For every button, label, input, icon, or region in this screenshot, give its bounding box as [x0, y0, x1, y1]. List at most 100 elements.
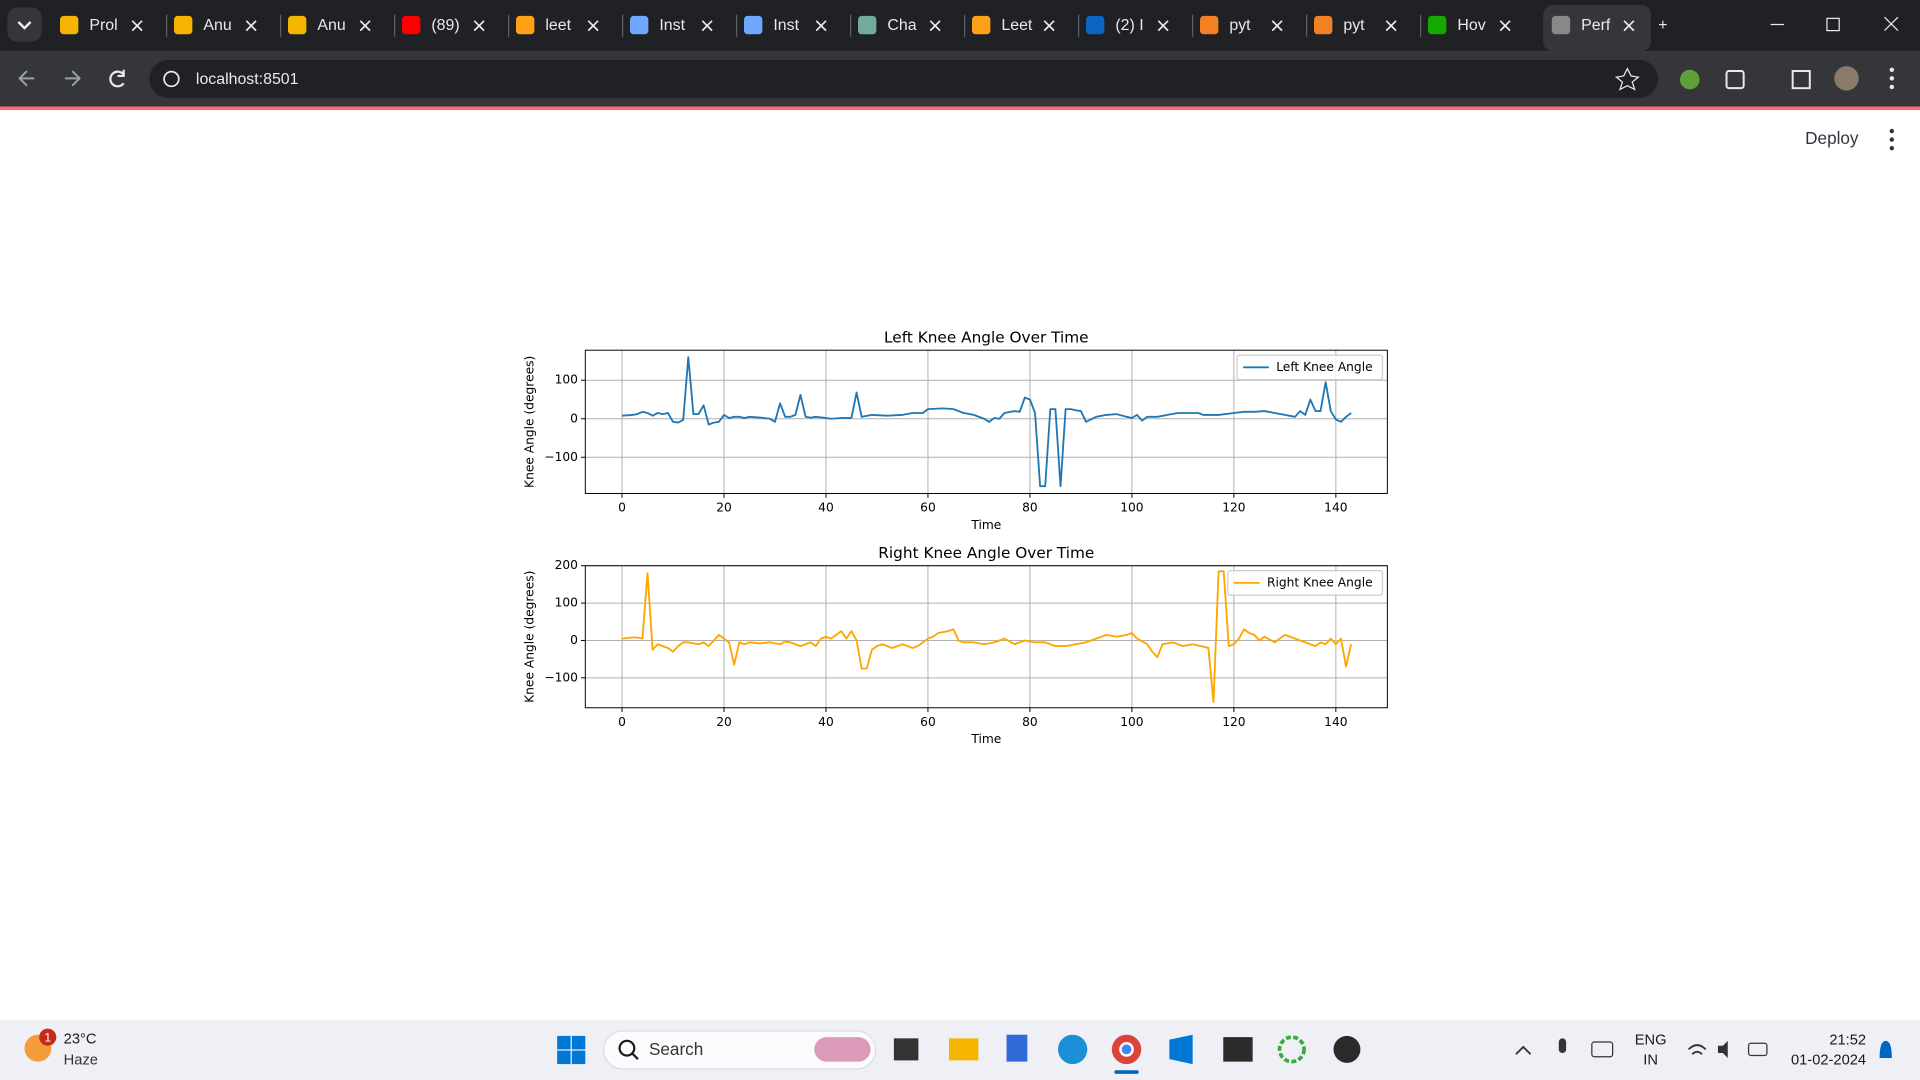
- tab-close[interactable]: [1499, 20, 1511, 32]
- x-tick-label: 80: [1022, 501, 1038, 515]
- close-window[interactable]: [1884, 16, 1899, 32]
- edge[interactable]: [1057, 1034, 1088, 1065]
- tab-title[interactable]: Inst: [773, 17, 799, 34]
- active-tab[interactable]: [1543, 4, 1651, 52]
- tab-favicon: [1314, 15, 1333, 35]
- app-icon[interactable]: [1277, 1035, 1306, 1064]
- x-axis-label: Time: [970, 518, 1001, 532]
- tab-close[interactable]: [245, 20, 257, 32]
- search-box[interactable]: [603, 1030, 877, 1070]
- chart: Left Knee Angle Over Time 0 20 40 60 80 100 120…: [523, 328, 1388, 532]
- chart-title: Left Knee Angle Over Time: [884, 328, 1089, 346]
- tab-title[interactable]: Inst: [659, 17, 685, 34]
- start-button[interactable]: [557, 1035, 586, 1065]
- obs[interactable]: [1333, 1035, 1361, 1063]
- legend: Left Knee Angle: [1236, 354, 1384, 381]
- x-tick-label: 20: [716, 715, 732, 729]
- file-explorer[interactable]: [948, 1038, 979, 1061]
- tab-title[interactable]: Anu: [203, 17, 231, 34]
- app-menu[interactable]: [1889, 128, 1895, 151]
- battery[interactable]: [1747, 1042, 1768, 1057]
- notepad[interactable]: [1006, 1034, 1028, 1062]
- tab-close[interactable]: [131, 20, 143, 32]
- new-tab[interactable]: +: [1658, 17, 1667, 34]
- y-tick-label: 0: [570, 411, 578, 425]
- tab-title[interactable]: Anu: [317, 17, 345, 34]
- tab-title[interactable]: (89): [431, 17, 459, 34]
- x-tick-label: 100: [1120, 715, 1143, 729]
- search-placeholder: Search: [649, 1039, 703, 1059]
- tab-close[interactable]: [587, 20, 599, 32]
- x-tick-label: 20: [716, 501, 732, 515]
- back-button[interactable]: [18, 70, 35, 87]
- tab-favicon: [630, 15, 649, 35]
- tab-title[interactable]: pyt: [1343, 17, 1365, 34]
- extension-icon[interactable]: [1680, 69, 1700, 90]
- y-tick-label: 200: [555, 558, 578, 572]
- tab-close[interactable]: [701, 20, 713, 32]
- microphone[interactable]: [1558, 1038, 1567, 1054]
- x-tick-label: 40: [818, 715, 834, 729]
- vscode[interactable]: [1169, 1034, 1193, 1065]
- clock-date: 01-02-2024: [1791, 1052, 1866, 1068]
- deploy-button[interactable]: Deploy: [1805, 128, 1859, 148]
- tab-close[interactable]: [929, 20, 941, 32]
- keyboard[interactable]: [1591, 1041, 1614, 1058]
- tab-title[interactable]: Cha: [887, 17, 916, 34]
- tab-title[interactable]: Leet: [1001, 17, 1033, 34]
- y-axis-label: Knee Angle (degrees): [523, 356, 537, 488]
- browser-menu[interactable]: [1889, 67, 1895, 90]
- site-info-icon[interactable]: [163, 70, 180, 88]
- language[interactable]: ENG: [1635, 1033, 1667, 1049]
- x-tick-label: 120: [1222, 715, 1245, 729]
- y-tick-label: 0: [570, 633, 578, 647]
- tab-close[interactable]: [1271, 20, 1283, 32]
- notifications[interactable]: [1879, 1040, 1892, 1058]
- reload-button[interactable]: [109, 69, 125, 88]
- y-axis-label: Knee Angle (degrees): [523, 571, 537, 703]
- x-tick-label: 80: [1022, 715, 1038, 729]
- x-tick-label: 40: [818, 501, 834, 515]
- tabs: Prol Anu Anu (89) leet Inst Inst Cha Leet (2) I py…: [60, 4, 1651, 52]
- legend: Right Knee Angle: [1227, 570, 1384, 596]
- tab-title[interactable]: leet: [545, 17, 571, 34]
- tab-close[interactable]: [359, 20, 371, 32]
- tab-title[interactable]: (2) I: [1115, 17, 1143, 34]
- omnibox[interactable]: [149, 60, 1658, 98]
- y-tick-label: −100: [544, 670, 578, 684]
- tab-search-button[interactable]: [7, 7, 42, 42]
- tab-close[interactable]: [815, 20, 827, 32]
- extensions-button[interactable]: [1725, 70, 1745, 90]
- tab-close[interactable]: [1623, 20, 1635, 32]
- y-tick-label: 100: [555, 596, 578, 610]
- x-tick-label: 100: [1120, 501, 1143, 515]
- volume[interactable]: [1717, 1040, 1728, 1058]
- tab-close[interactable]: [1157, 20, 1169, 32]
- bookmark-star[interactable]: [1614, 67, 1640, 91]
- tab-title[interactable]: Prol: [89, 17, 117, 34]
- legend-label: Right Knee Angle: [1267, 575, 1373, 589]
- tab-close[interactable]: [1043, 20, 1055, 32]
- tab-close[interactable]: [1385, 20, 1397, 32]
- data-line: [621, 356, 1352, 488]
- tab-close[interactable]: [473, 20, 485, 32]
- tab-title[interactable]: pyt: [1229, 17, 1251, 34]
- legend-frame: [1227, 570, 1384, 596]
- tab-favicon: [858, 15, 877, 35]
- search-icon-handle: [631, 1052, 639, 1060]
- forward-button[interactable]: [64, 70, 81, 87]
- wifi[interactable]: [1687, 1044, 1707, 1055]
- tab-title[interactable]: Perf: [1581, 17, 1611, 34]
- clock-time[interactable]: 21:52: [1829, 1033, 1866, 1049]
- side-panel-button[interactable]: [1791, 70, 1811, 90]
- task-view[interactable]: [893, 1038, 919, 1061]
- tab-favicon: [402, 15, 421, 35]
- tray-overflow[interactable]: [1515, 1045, 1532, 1055]
- tab-title[interactable]: Hov: [1457, 17, 1485, 34]
- terminal[interactable]: [1223, 1037, 1253, 1062]
- profile-avatar[interactable]: [1834, 66, 1859, 91]
- restore[interactable]: [1826, 17, 1840, 32]
